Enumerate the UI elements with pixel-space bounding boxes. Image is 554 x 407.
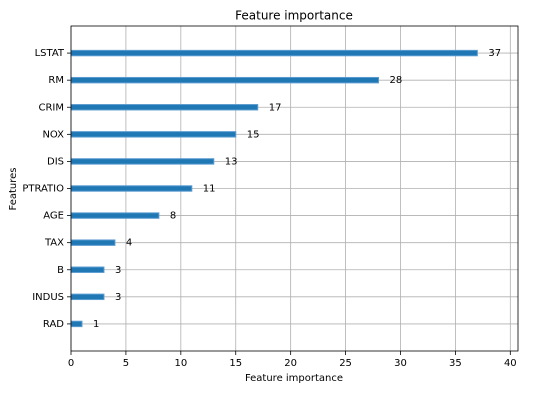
value-label: 3 [115,292,121,303]
x-tick-label: 40 [504,358,517,369]
bar [70,49,478,57]
value-label: 15 [247,129,260,140]
x-tick-label: 5 [123,358,129,369]
y-tick-label: INDUS [32,292,64,303]
y-tick-label: RAD [43,319,64,330]
value-label: 13 [225,156,238,167]
plot-frame [70,25,519,352]
value-label: 28 [390,75,403,86]
bar [70,320,83,328]
y-tick-label: LSTAT [35,48,65,59]
y-axis-label: Features [8,168,19,211]
x-tick-label: 0 [68,358,74,369]
bar [70,239,116,246]
x-axis-label: Feature importance [245,373,343,384]
value-label: 17 [269,102,282,113]
bar [70,158,215,165]
y-tick-label: DIS [47,156,64,167]
value-label: 3 [115,265,121,276]
bar [70,185,193,192]
value-label: 8 [170,211,176,222]
chart-title: Feature importance [235,9,353,23]
bar [70,104,259,111]
x-tick-label: 20 [284,358,297,369]
bar [70,76,380,84]
x-tick-label: 25 [339,358,352,369]
value-label: 4 [126,238,132,249]
y-tick-label: AGE [43,211,64,222]
y-tick-label: RM [48,75,64,86]
bar [70,266,105,273]
x-tick-label: 10 [174,358,187,369]
y-tick-label: NOX [42,129,64,140]
value-label: 1 [93,319,99,330]
bar [70,131,237,138]
y-tick-label: PTRATIO [22,184,64,195]
y-tick-label: B [57,265,64,276]
x-tick-label: 15 [229,358,242,369]
bar [70,293,105,301]
y-tick-label: CRIM [38,102,64,113]
bar [70,212,160,219]
value-label: 11 [203,184,216,195]
value-label: 37 [488,48,501,59]
y-tick-label: TAX [44,238,64,249]
x-tick-label: 30 [394,358,407,369]
x-tick-label: 35 [449,358,462,369]
